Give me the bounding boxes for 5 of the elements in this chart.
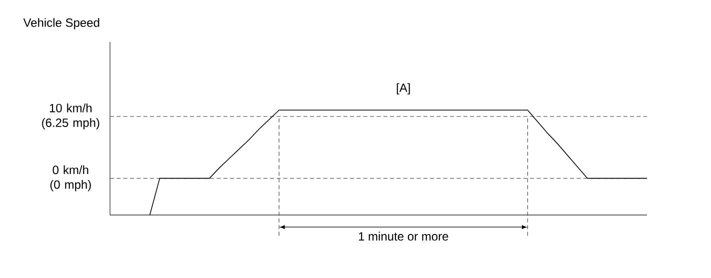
ref-line-label: 0 km/h (0 mph) xyxy=(50,165,91,192)
ref-line-label: 10 km/h (6.25 mph) xyxy=(42,104,100,130)
text: Vehicle Speed xyxy=(23,18,100,30)
text: 1 minute or more xyxy=(358,232,448,241)
text: [A] xyxy=(396,83,410,94)
